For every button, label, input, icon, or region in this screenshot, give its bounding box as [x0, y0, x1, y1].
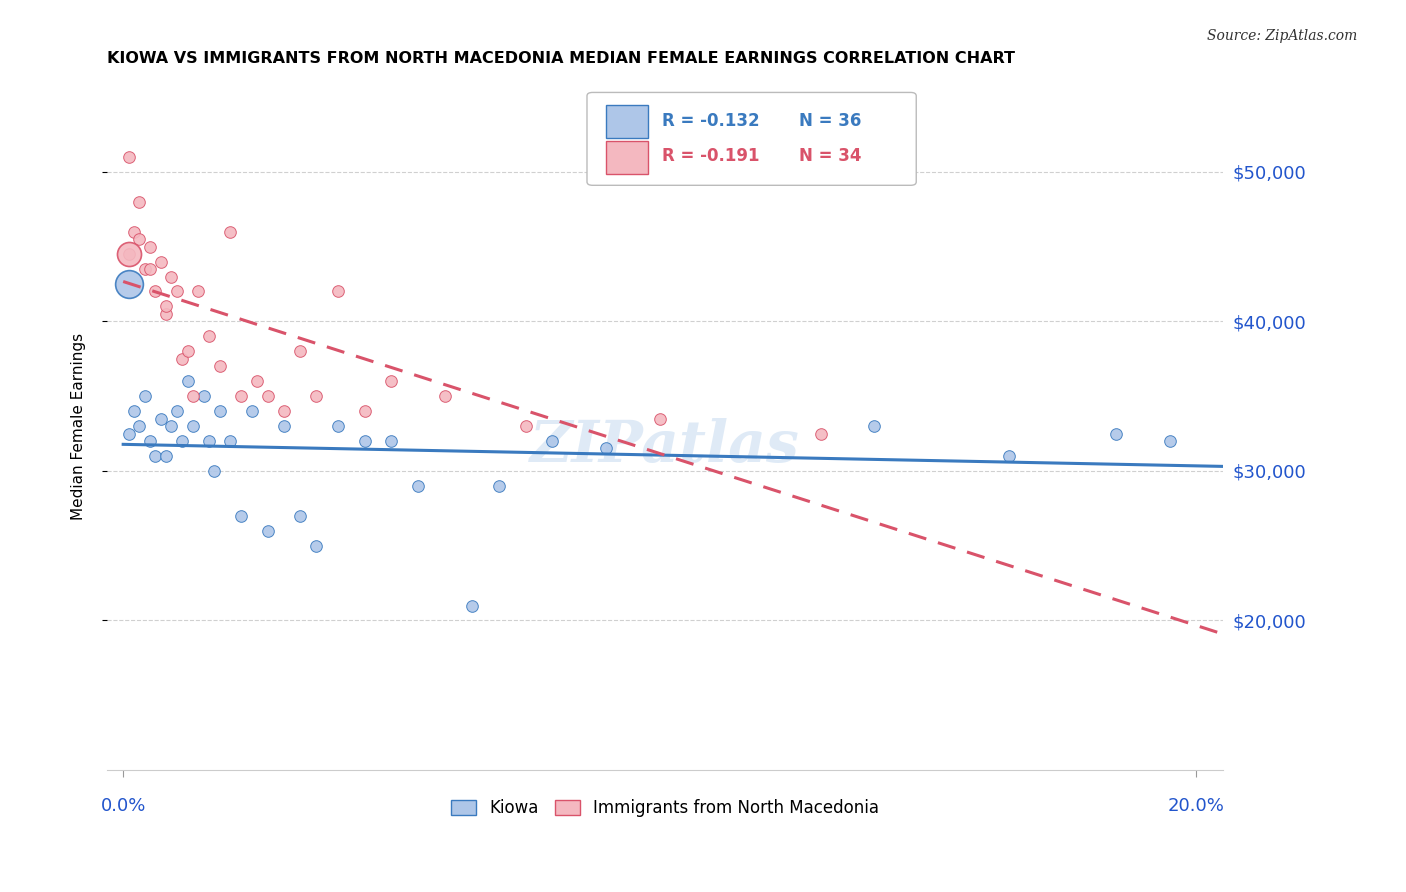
Point [134, 262, 156, 277]
Point [246, 374, 269, 388]
Point [155, 300, 177, 314]
Point [231, 508, 253, 523]
Point [117, 277, 139, 291]
Point [202, 464, 225, 478]
Point [149, 254, 172, 268]
Point [541, 434, 564, 448]
Point [290, 508, 312, 523]
Point [198, 329, 221, 343]
Point [326, 285, 349, 299]
Point [193, 389, 215, 403]
Point [155, 307, 177, 321]
Point [117, 247, 139, 261]
Y-axis label: Median Female Earnings: Median Female Earnings [72, 333, 86, 520]
Point [122, 225, 145, 239]
Text: ZIPatlas: ZIPatlas [530, 418, 800, 475]
Point [219, 225, 242, 239]
Point [166, 285, 188, 299]
Point [117, 426, 139, 441]
Point [353, 434, 375, 448]
Point [380, 374, 402, 388]
Point [117, 150, 139, 164]
Point [166, 404, 188, 418]
Point [353, 404, 375, 418]
Point [305, 389, 328, 403]
Point [290, 344, 312, 359]
Point [139, 262, 162, 277]
Point [128, 194, 150, 209]
Point [187, 285, 209, 299]
Point [176, 344, 198, 359]
Text: 20.0%: 20.0% [1168, 797, 1225, 815]
Point [810, 426, 832, 441]
Point [181, 419, 204, 434]
Text: N = 34: N = 34 [799, 147, 862, 165]
Point [155, 449, 177, 463]
Point [1105, 426, 1128, 441]
Point [160, 419, 183, 434]
Text: KIOWA VS IMMIGRANTS FROM NORTH MACEDONIA MEDIAN FEMALE EARNINGS CORRELATION CHAR: KIOWA VS IMMIGRANTS FROM NORTH MACEDONIA… [107, 51, 1015, 66]
Point [273, 404, 295, 418]
Point [145, 285, 167, 299]
Point [128, 232, 150, 246]
Point [122, 404, 145, 418]
Point [176, 374, 198, 388]
Point [231, 389, 253, 403]
Text: Source: ZipAtlas.com: Source: ZipAtlas.com [1206, 29, 1357, 44]
Point [595, 442, 617, 456]
Text: R = -0.191: R = -0.191 [662, 147, 759, 165]
Point [208, 359, 231, 374]
Point [219, 434, 242, 448]
Legend: Kiowa, Immigrants from North Macedonia: Kiowa, Immigrants from North Macedonia [444, 792, 886, 823]
Point [326, 419, 349, 434]
Point [128, 419, 150, 434]
Point [257, 389, 280, 403]
Text: R = -0.132: R = -0.132 [662, 112, 759, 129]
Point [515, 419, 537, 434]
Point [240, 404, 263, 418]
Point [305, 539, 328, 553]
Text: N = 36: N = 36 [799, 112, 862, 129]
Point [1159, 434, 1181, 448]
Point [134, 389, 156, 403]
Point [160, 269, 183, 284]
Point [139, 239, 162, 253]
Point [488, 479, 510, 493]
Point [149, 411, 172, 425]
Point [172, 351, 194, 366]
Point [461, 599, 484, 613]
FancyBboxPatch shape [606, 141, 648, 174]
Point [648, 411, 671, 425]
Point [408, 479, 430, 493]
Point [172, 434, 194, 448]
Point [434, 389, 457, 403]
Point [181, 389, 204, 403]
FancyBboxPatch shape [586, 93, 917, 186]
FancyBboxPatch shape [606, 105, 648, 138]
Point [273, 419, 295, 434]
Point [117, 247, 139, 261]
Point [380, 434, 402, 448]
Text: 0.0%: 0.0% [100, 797, 146, 815]
Point [863, 419, 886, 434]
Point [198, 434, 221, 448]
Point [145, 449, 167, 463]
Point [208, 404, 231, 418]
Point [139, 434, 162, 448]
Point [257, 524, 280, 538]
Point [997, 449, 1019, 463]
